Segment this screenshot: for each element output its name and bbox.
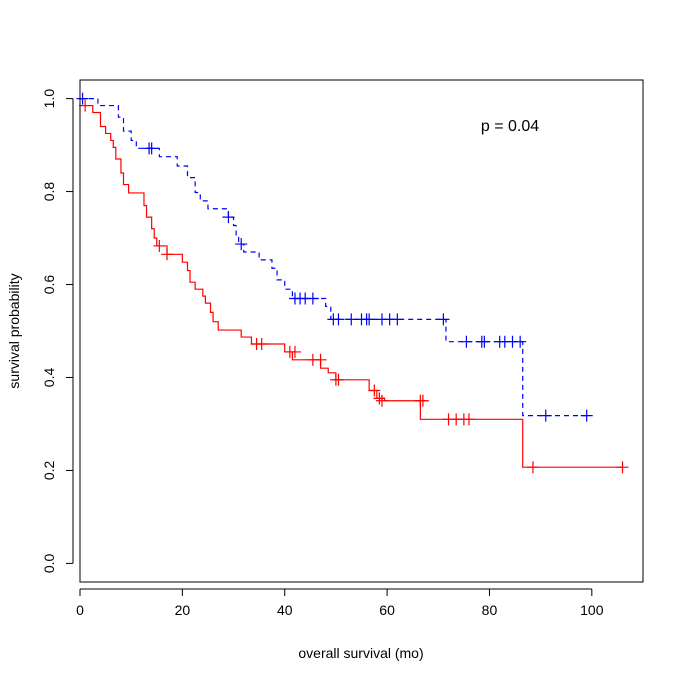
- group-red-censor-mark: [153, 239, 166, 252]
- x-tick-label: 60: [379, 602, 395, 618]
- group-blue-censor-mark: [460, 335, 473, 348]
- group-red-censor-mark: [368, 384, 381, 397]
- group-red-censor-mark: [526, 461, 539, 474]
- group-blue-censor-mark: [332, 313, 345, 326]
- group-red-censor-mark: [373, 392, 386, 405]
- y-tick-label: 0.6: [41, 275, 57, 295]
- group-red-censor-mark: [79, 99, 92, 112]
- y-tick-label: 0.4: [41, 368, 57, 388]
- group-red-censor-mark: [616, 461, 629, 474]
- plot-layer: [76, 92, 629, 474]
- axes-layer: 0 20 40 60 80 100 0.0 0.2 0.4 0.6 0.8 1.0: [41, 89, 604, 618]
- group-blue-censor-mark: [437, 313, 450, 326]
- y-tick-label: 0.8: [41, 182, 57, 202]
- y-axis-label: survival probability: [6, 273, 22, 388]
- group-red-censor-mark: [462, 413, 475, 426]
- group-red-censor-mark: [288, 345, 301, 358]
- group-blue-censor-mark: [478, 335, 491, 348]
- group-blue-censor-mark: [391, 313, 404, 326]
- group-blue-censor-mark: [539, 409, 552, 422]
- x-tick-label: 20: [175, 602, 191, 618]
- group-blue-censor-mark: [345, 313, 358, 326]
- group-blue-censor-mark: [363, 313, 376, 326]
- group-blue-censor-mark: [514, 335, 527, 348]
- group-red-censor-mark: [314, 353, 327, 366]
- y-tick-label: 0.0: [41, 553, 57, 573]
- p-value-annotation: p = 0.04: [481, 118, 539, 135]
- x-axis-label: overall survival (mo): [298, 645, 423, 661]
- group-red-censor-mark: [332, 373, 345, 386]
- group-blue-censor-mark: [76, 92, 89, 105]
- group-blue-censor-mark: [145, 142, 158, 155]
- group-blue-censor-mark: [306, 292, 319, 305]
- group-red-censor-mark: [255, 338, 268, 351]
- plot-frame: [79, 79, 644, 583]
- group-blue-censor-mark: [222, 211, 235, 224]
- group-blue-censor-mark: [580, 409, 593, 422]
- group-blue-censor-mark: [235, 238, 248, 251]
- x-tick-label: 80: [482, 602, 498, 618]
- x-tick-label: 100: [580, 602, 604, 618]
- y-tick-label: 1.0: [41, 89, 57, 109]
- group-red-survival-curve: [80, 104, 623, 468]
- x-tick-label: 40: [277, 602, 293, 618]
- x-tick-label: 0: [76, 602, 84, 618]
- y-tick-label: 0.2: [41, 461, 57, 481]
- group-red-censor-mark: [161, 248, 174, 261]
- group-red-censor-mark: [416, 394, 429, 407]
- group-red-censor-mark: [375, 394, 388, 407]
